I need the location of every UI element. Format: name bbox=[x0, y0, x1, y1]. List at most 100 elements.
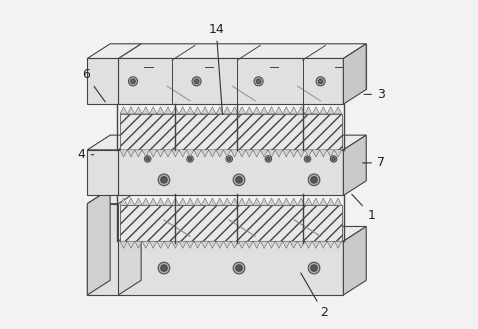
Polygon shape bbox=[261, 150, 268, 157]
Polygon shape bbox=[164, 107, 172, 114]
Polygon shape bbox=[253, 241, 261, 248]
Circle shape bbox=[267, 157, 270, 161]
Circle shape bbox=[256, 79, 261, 84]
Polygon shape bbox=[335, 150, 342, 157]
Polygon shape bbox=[127, 150, 135, 157]
Polygon shape bbox=[297, 107, 305, 114]
Polygon shape bbox=[118, 226, 141, 295]
Polygon shape bbox=[261, 241, 268, 248]
Polygon shape bbox=[335, 198, 342, 205]
Text: 4: 4 bbox=[78, 148, 94, 161]
Polygon shape bbox=[282, 241, 290, 248]
Circle shape bbox=[195, 79, 199, 84]
Polygon shape bbox=[120, 198, 127, 205]
Polygon shape bbox=[201, 150, 209, 157]
Polygon shape bbox=[305, 107, 312, 114]
Text: 1: 1 bbox=[352, 194, 375, 221]
Polygon shape bbox=[261, 107, 268, 114]
Circle shape bbox=[158, 174, 170, 186]
Polygon shape bbox=[238, 150, 246, 157]
Polygon shape bbox=[172, 150, 179, 157]
Circle shape bbox=[192, 77, 201, 86]
Polygon shape bbox=[216, 198, 223, 205]
Polygon shape bbox=[120, 241, 127, 248]
Polygon shape bbox=[343, 44, 366, 104]
Polygon shape bbox=[87, 189, 110, 295]
Polygon shape bbox=[135, 107, 142, 114]
Text: 6: 6 bbox=[82, 68, 105, 102]
Polygon shape bbox=[150, 107, 157, 114]
Circle shape bbox=[233, 174, 245, 186]
Polygon shape bbox=[135, 150, 142, 157]
Circle shape bbox=[236, 265, 242, 271]
Polygon shape bbox=[305, 150, 312, 157]
Circle shape bbox=[146, 157, 149, 161]
Polygon shape bbox=[290, 107, 297, 114]
Polygon shape bbox=[179, 150, 186, 157]
Polygon shape bbox=[290, 198, 297, 205]
Circle shape bbox=[308, 174, 320, 186]
Polygon shape bbox=[201, 241, 209, 248]
Circle shape bbox=[233, 262, 245, 274]
Polygon shape bbox=[87, 150, 118, 195]
Text: 7: 7 bbox=[362, 156, 385, 169]
Circle shape bbox=[265, 156, 272, 162]
Polygon shape bbox=[150, 241, 157, 248]
Polygon shape bbox=[268, 107, 275, 114]
Polygon shape bbox=[253, 107, 261, 114]
Polygon shape bbox=[164, 198, 172, 205]
Polygon shape bbox=[186, 150, 194, 157]
Polygon shape bbox=[238, 241, 246, 248]
Polygon shape bbox=[118, 44, 366, 59]
Polygon shape bbox=[290, 241, 297, 248]
Polygon shape bbox=[282, 198, 290, 205]
Polygon shape bbox=[327, 107, 335, 114]
Polygon shape bbox=[87, 204, 118, 295]
Polygon shape bbox=[343, 226, 366, 295]
Polygon shape bbox=[297, 241, 305, 248]
Polygon shape bbox=[253, 198, 261, 205]
Polygon shape bbox=[118, 59, 343, 104]
Circle shape bbox=[311, 177, 317, 183]
Polygon shape bbox=[312, 150, 320, 157]
Polygon shape bbox=[120, 205, 342, 241]
Polygon shape bbox=[157, 150, 164, 157]
Polygon shape bbox=[238, 198, 246, 205]
Polygon shape bbox=[305, 241, 312, 248]
Polygon shape bbox=[142, 107, 150, 114]
Polygon shape bbox=[275, 107, 282, 114]
Polygon shape bbox=[320, 198, 327, 205]
Circle shape bbox=[318, 79, 323, 84]
Polygon shape bbox=[164, 241, 172, 248]
Polygon shape bbox=[118, 226, 366, 241]
Polygon shape bbox=[201, 107, 209, 114]
Polygon shape bbox=[327, 241, 335, 248]
Polygon shape bbox=[320, 150, 327, 157]
Polygon shape bbox=[282, 150, 290, 157]
Polygon shape bbox=[186, 198, 194, 205]
Polygon shape bbox=[282, 107, 290, 114]
Circle shape bbox=[187, 156, 193, 162]
Polygon shape bbox=[223, 198, 231, 205]
Polygon shape bbox=[246, 241, 253, 248]
Polygon shape bbox=[172, 241, 179, 248]
Polygon shape bbox=[312, 241, 320, 248]
Polygon shape bbox=[118, 241, 343, 295]
Polygon shape bbox=[275, 198, 282, 205]
Polygon shape bbox=[335, 241, 342, 248]
Circle shape bbox=[332, 157, 335, 161]
Polygon shape bbox=[179, 107, 186, 114]
Text: 2: 2 bbox=[301, 273, 328, 319]
Polygon shape bbox=[186, 107, 194, 114]
Circle shape bbox=[129, 77, 138, 86]
Polygon shape bbox=[87, 135, 141, 150]
Circle shape bbox=[304, 156, 311, 162]
Polygon shape bbox=[246, 107, 253, 114]
Polygon shape bbox=[253, 150, 261, 157]
Polygon shape bbox=[127, 198, 135, 205]
Polygon shape bbox=[150, 150, 157, 157]
Polygon shape bbox=[320, 107, 327, 114]
Circle shape bbox=[226, 156, 232, 162]
Polygon shape bbox=[150, 198, 157, 205]
Polygon shape bbox=[87, 59, 118, 104]
